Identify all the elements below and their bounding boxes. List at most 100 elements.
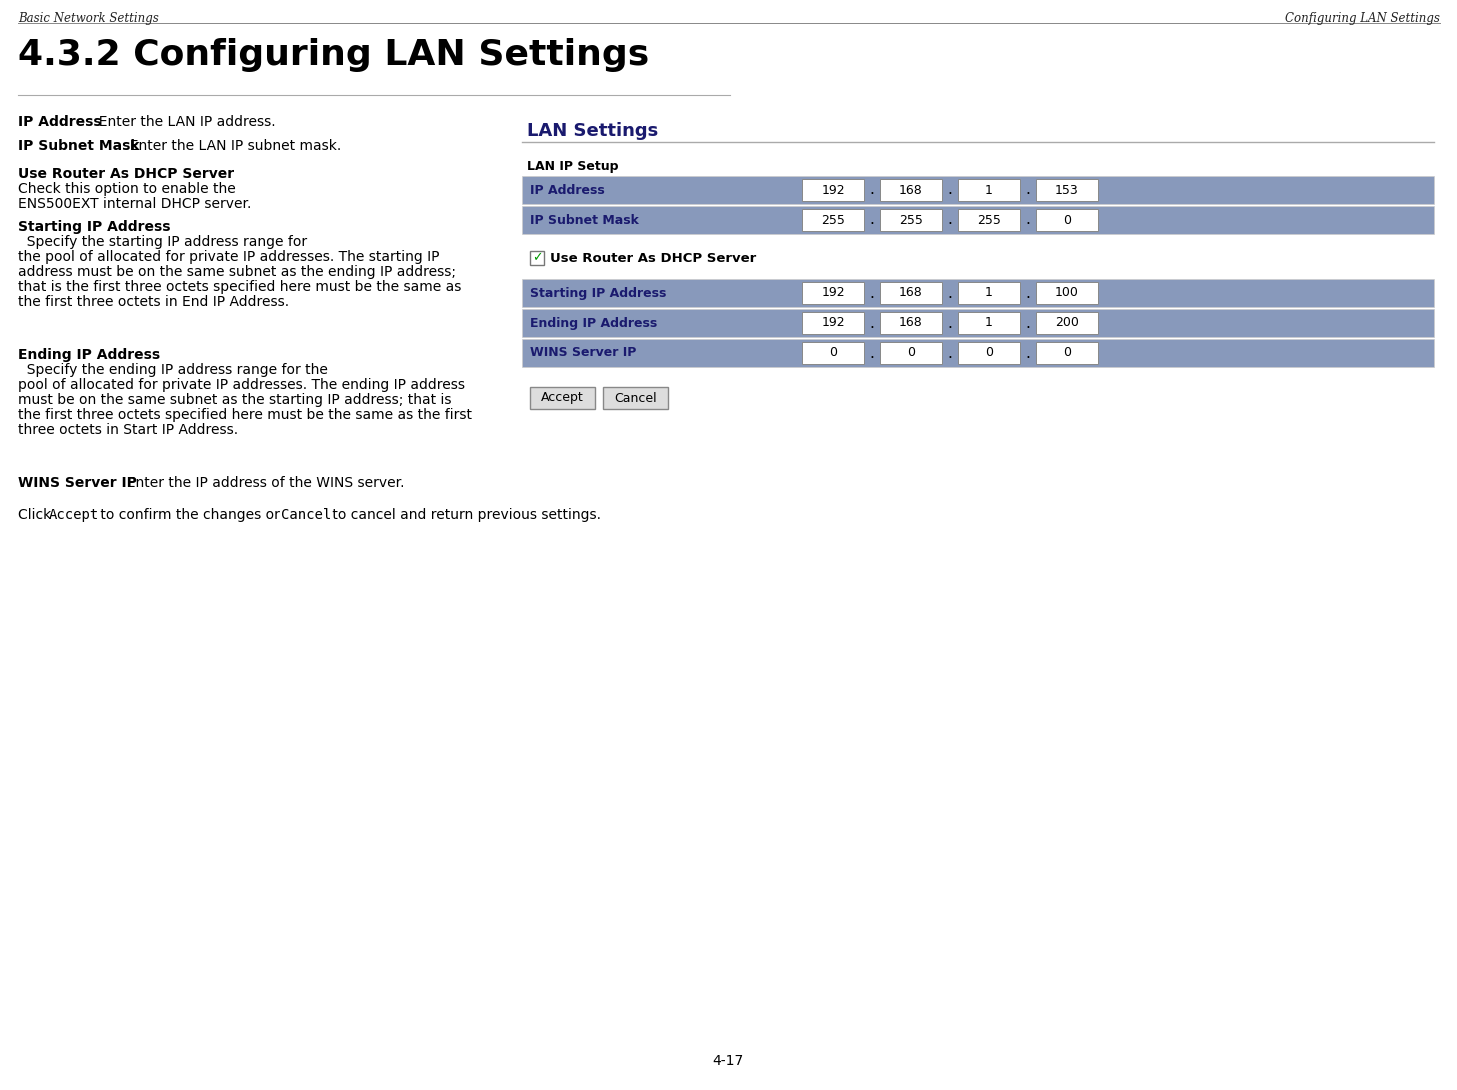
Text: 153: 153 xyxy=(1055,183,1078,196)
Text: 0: 0 xyxy=(829,347,836,360)
Text: 192: 192 xyxy=(822,287,845,300)
Text: IP Subnet Mask: IP Subnet Mask xyxy=(530,214,638,227)
Text: .: . xyxy=(1026,286,1030,301)
Text: WINS Server IP: WINS Server IP xyxy=(530,347,637,360)
Text: ENS500EXT internal DHCP server.: ENS500EXT internal DHCP server. xyxy=(17,197,252,211)
Bar xyxy=(801,209,864,231)
Bar xyxy=(880,179,943,201)
Text: Ending IP Address: Ending IP Address xyxy=(17,348,160,362)
Text: Specify the ending IP address range for the: Specify the ending IP address range for … xyxy=(17,363,328,377)
Bar xyxy=(959,282,1020,304)
Text: the first three octets in End IP Address.: the first three octets in End IP Address… xyxy=(17,295,288,308)
Bar xyxy=(880,312,943,334)
Text: Enter the IP address of the WINS server.: Enter the IP address of the WINS server. xyxy=(118,476,405,490)
Text: Use Router As DHCP Server: Use Router As DHCP Server xyxy=(17,167,235,181)
Bar xyxy=(522,308,1434,337)
Text: 0: 0 xyxy=(985,347,994,360)
Text: .: . xyxy=(1026,182,1030,197)
Text: .: . xyxy=(947,213,953,228)
Text: IP Address: IP Address xyxy=(530,183,605,196)
Text: Use Router As DHCP Server: Use Router As DHCP Server xyxy=(549,252,756,265)
Bar xyxy=(880,282,943,304)
Text: ✓: ✓ xyxy=(532,252,542,265)
Text: WINS Server IP: WINS Server IP xyxy=(17,476,137,490)
Text: .: . xyxy=(1026,315,1030,330)
Text: Cancel: Cancel xyxy=(615,391,657,404)
Bar xyxy=(1036,209,1099,231)
Text: .: . xyxy=(1026,213,1030,228)
Text: Basic Network Settings: Basic Network Settings xyxy=(17,12,159,25)
Text: that is the first three octets specified here must be the same as: that is the first three octets specified… xyxy=(17,280,462,294)
Text: the pool of allocated for private IP addresses. The starting IP: the pool of allocated for private IP add… xyxy=(17,250,440,264)
Text: to confirm the changes or: to confirm the changes or xyxy=(96,508,284,522)
Text: 1: 1 xyxy=(985,183,992,196)
Text: 0: 0 xyxy=(1064,214,1071,227)
Text: 100: 100 xyxy=(1055,287,1080,300)
Bar xyxy=(801,342,864,364)
Text: 0: 0 xyxy=(1064,347,1071,360)
Text: Accept: Accept xyxy=(541,391,584,404)
Text: 168: 168 xyxy=(899,287,922,300)
Bar xyxy=(1036,282,1099,304)
Text: .: . xyxy=(947,315,953,330)
Bar xyxy=(1036,312,1099,334)
Bar xyxy=(959,209,1020,231)
Bar xyxy=(959,342,1020,364)
Text: LAN Settings: LAN Settings xyxy=(527,122,659,140)
Text: address must be on the same subnet as the ending IP address;: address must be on the same subnet as th… xyxy=(17,265,456,279)
Bar xyxy=(1036,179,1099,201)
Bar xyxy=(801,179,864,201)
Text: Click: Click xyxy=(17,508,55,522)
Text: 192: 192 xyxy=(822,183,845,196)
Text: .: . xyxy=(947,286,953,301)
Text: Specify the starting IP address range for: Specify the starting IP address range fo… xyxy=(17,235,307,249)
Text: Starting IP Address: Starting IP Address xyxy=(530,287,666,300)
Text: .: . xyxy=(870,286,874,301)
Text: 168: 168 xyxy=(899,183,922,196)
Bar xyxy=(603,387,667,409)
Bar xyxy=(959,179,1020,201)
Text: 192: 192 xyxy=(822,316,845,329)
Bar xyxy=(522,175,1434,204)
Text: 1: 1 xyxy=(985,316,992,329)
Bar xyxy=(801,282,864,304)
Bar xyxy=(1036,342,1099,364)
Text: .: . xyxy=(1026,346,1030,361)
Text: .: . xyxy=(947,182,953,197)
Bar xyxy=(530,387,594,409)
Text: 255: 255 xyxy=(899,214,922,227)
Text: Check this option to enable the: Check this option to enable the xyxy=(17,182,236,196)
Text: LAN IP Setup: LAN IP Setup xyxy=(527,160,619,173)
Text: Enter the LAN IP address.: Enter the LAN IP address. xyxy=(90,116,275,129)
Text: three octets in Start IP Address.: three octets in Start IP Address. xyxy=(17,423,237,437)
Bar xyxy=(801,312,864,334)
Text: Cancel: Cancel xyxy=(281,508,331,522)
Text: 255: 255 xyxy=(822,214,845,227)
Text: the first three octets specified here must be the same as the first: the first three octets specified here mu… xyxy=(17,408,472,422)
Bar xyxy=(959,312,1020,334)
Text: 4-17: 4-17 xyxy=(712,1054,743,1068)
Text: .: . xyxy=(870,315,874,330)
Text: .: . xyxy=(870,182,874,197)
Text: 168: 168 xyxy=(899,316,922,329)
Text: must be on the same subnet as the starting IP address; that is: must be on the same subnet as the starti… xyxy=(17,393,452,407)
Bar xyxy=(880,342,943,364)
Text: 255: 255 xyxy=(978,214,1001,227)
Text: 200: 200 xyxy=(1055,316,1080,329)
Bar xyxy=(880,209,943,231)
Text: 0: 0 xyxy=(908,347,915,360)
Text: .: . xyxy=(870,346,874,361)
Text: Ending IP Address: Ending IP Address xyxy=(530,316,657,329)
Bar xyxy=(522,279,1434,307)
Text: IP Subnet Mask: IP Subnet Mask xyxy=(17,140,140,153)
Text: .: . xyxy=(947,346,953,361)
Text: Starting IP Address: Starting IP Address xyxy=(17,220,170,234)
Text: Enter the LAN IP subnet mask.: Enter the LAN IP subnet mask. xyxy=(121,140,341,153)
Text: Accept: Accept xyxy=(50,508,99,522)
Bar xyxy=(530,251,543,265)
Text: pool of allocated for private IP addresses. The ending IP address: pool of allocated for private IP address… xyxy=(17,378,465,392)
Bar xyxy=(522,206,1434,234)
Text: to cancel and return previous settings.: to cancel and return previous settings. xyxy=(328,508,600,522)
Text: .: . xyxy=(870,213,874,228)
Text: IP Address: IP Address xyxy=(17,116,102,129)
